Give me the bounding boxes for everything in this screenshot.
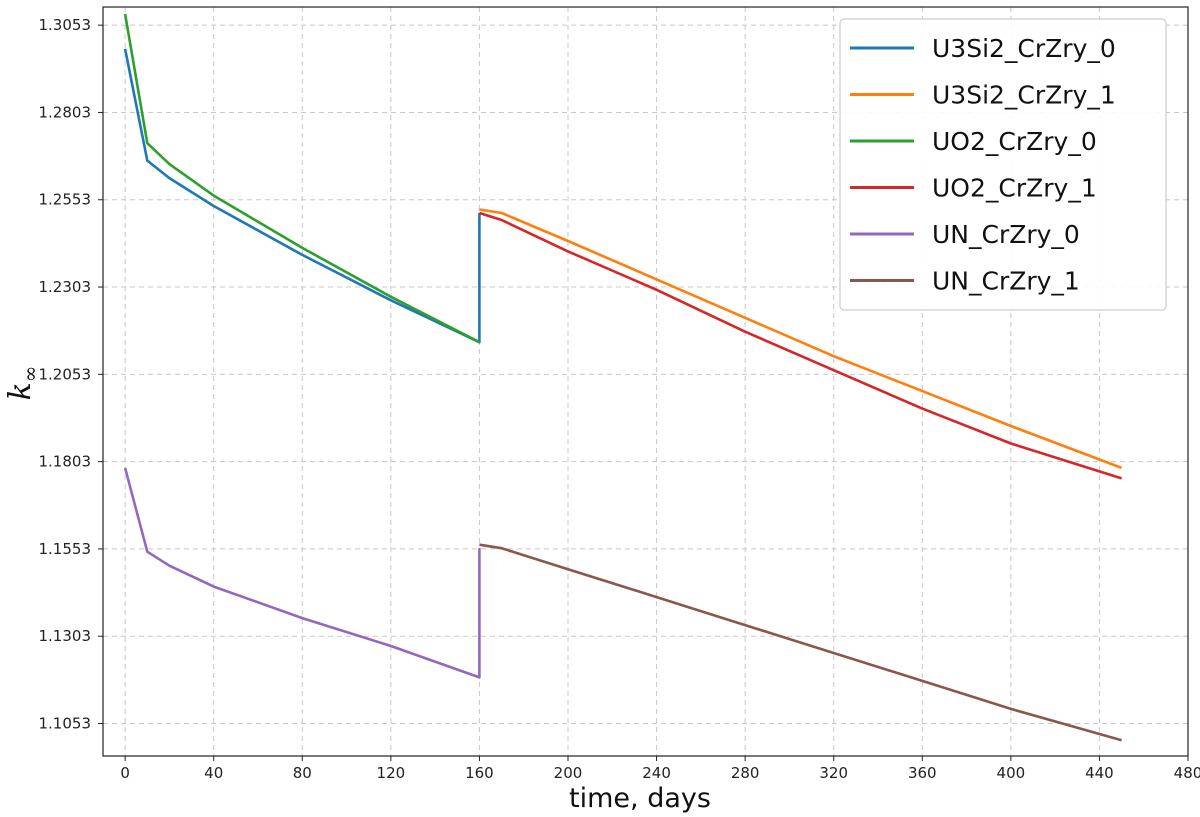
legend: U3Si2_CrZry_0 U3Si2_CrZry_1 UO2_CrZry_0 UO2… (839, 18, 1167, 311)
y-tick-label: 1.1303 (39, 627, 92, 645)
x-tick-label: 80 (293, 764, 312, 782)
legend-label: U3Si2_CrZry_1 (932, 81, 1116, 110)
y-tick-label: 1.2303 (39, 278, 92, 296)
y-axis-ticks: 1.1053 1.1303 1.1553 1.1803 1.2053 1.2303 1.25… (39, 16, 103, 733)
x-tick-label: 280 (731, 764, 760, 782)
y-tick-label: 1.1803 (39, 453, 92, 471)
y-axis-title-subscript: ∞ (18, 366, 42, 383)
y-tick-label: 1.2553 (39, 191, 92, 209)
series-line-uo2-crzry-0 (123, 13, 480, 344)
y-tick-label: 1.1053 (39, 715, 92, 733)
y-axis-title: k∞ (3, 366, 42, 401)
plot-area-frame (102, 6, 1189, 757)
x-tick-label: 200 (554, 764, 583, 782)
x-tick-label: 0 (120, 764, 130, 782)
x-tick-label: 360 (908, 764, 937, 782)
x-axis-ticks: 0 40 80 120 160 200 240 280 320 360 400 440 480 (120, 756, 1200, 782)
y-axis-title-main: k (3, 382, 38, 400)
series-line-un-crzry-0 (123, 467, 481, 679)
legend-label: UN_CrZry_0 (932, 220, 1080, 249)
x-axis-title: time, days (569, 783, 711, 814)
legend-label: UO2_CrZry_1 (932, 174, 1097, 203)
series-line-un-crzry-1 (479, 543, 1122, 742)
legend-box (839, 18, 1167, 311)
x-tick-label: 40 (204, 764, 223, 782)
legend-label: UN_CrZry_1 (932, 267, 1080, 296)
y-tick-label: 1.2803 (39, 103, 92, 121)
series-line-u3si2-crzry-1 (479, 208, 1123, 470)
y-tick-label: 1.3053 (39, 16, 92, 34)
x-tick-label: 320 (819, 764, 848, 782)
series-line-uo2-crzry-1 (479, 211, 1122, 480)
x-tick-label: 120 (377, 764, 406, 782)
series-lines (123, 13, 1123, 742)
x-tick-label: 240 (642, 764, 671, 782)
x-tick-label: 440 (1085, 764, 1114, 782)
x-tick-label: 480 (1174, 764, 1200, 782)
x-tick-label: 400 (997, 764, 1026, 782)
y-tick-label: 1.2053 (39, 365, 92, 383)
legend-label: U3Si2_CrZry_0 (932, 34, 1116, 63)
legend-label: UO2_CrZry_0 (932, 127, 1097, 156)
x-tick-label: 160 (465, 764, 494, 782)
y-tick-label: 1.1553 (39, 540, 92, 558)
